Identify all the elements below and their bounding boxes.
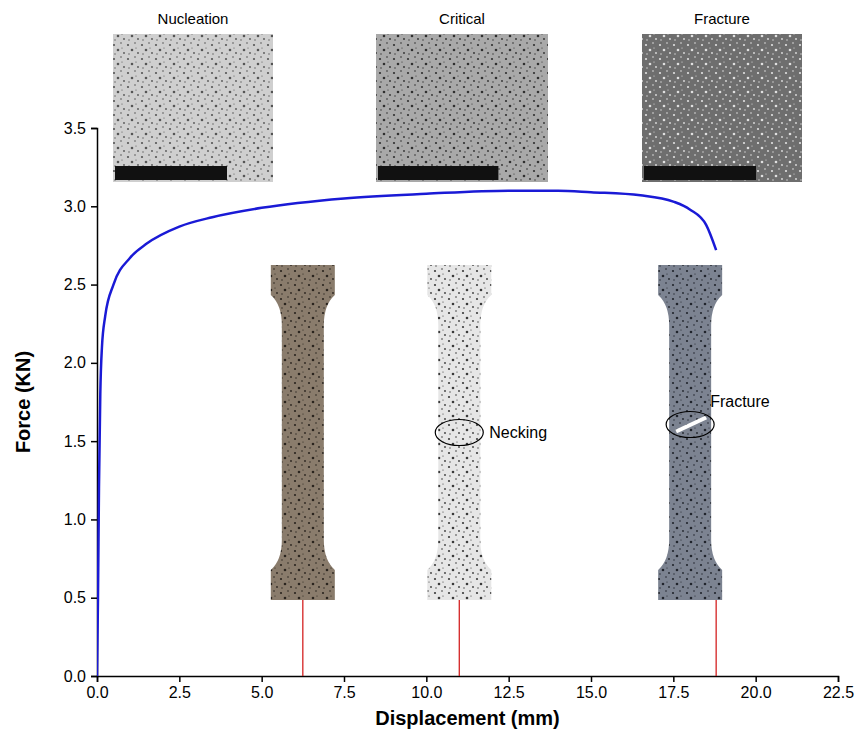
x-tick: 7.5	[333, 676, 355, 701]
x-axis-line	[98, 677, 839, 683]
stage-marker	[716, 600, 717, 676]
y-tick: 0.5	[64, 589, 97, 606]
specimen	[271, 265, 335, 600]
y-tick: 2.5	[64, 276, 97, 293]
y-tick: 2.0	[64, 354, 97, 371]
y-tick-label: 0.0	[64, 668, 86, 685]
x-tick-mark	[508, 676, 510, 682]
micrograph	[113, 34, 273, 182]
y-tick-mark	[91, 363, 97, 365]
x-tick-label: 10.0	[411, 684, 442, 701]
x-tick-mark	[673, 676, 675, 682]
x-tick: 20.0	[741, 676, 772, 701]
stage-title: Critical	[439, 10, 485, 27]
x-tick-mark	[179, 676, 181, 682]
y-tick: 1.0	[64, 511, 97, 528]
x-tick: 22.5	[823, 676, 854, 701]
y-axis-line	[91, 129, 98, 677]
x-tick-label: 2.5	[169, 684, 191, 701]
stage-marker	[459, 600, 460, 676]
y-tick: 1.5	[64, 433, 97, 450]
x-tick-mark	[261, 676, 263, 682]
x-tick-label: 5.0	[251, 684, 273, 701]
y-tick-mark	[91, 206, 97, 208]
micrograph	[642, 34, 802, 182]
y-tick: 0.0	[64, 668, 97, 685]
y-tick-mark	[91, 284, 97, 286]
y-tick-label: 2.0	[64, 354, 86, 371]
x-tick: 15.0	[576, 676, 607, 701]
y-tick-mark	[91, 676, 97, 678]
stage-annotation: Necking	[489, 424, 547, 441]
stage-annotation: Fracture	[710, 393, 770, 410]
x-tick-label: 7.5	[333, 684, 355, 701]
stage-marker	[302, 600, 303, 676]
plot: 0.02.55.07.510.012.515.017.520.022.50.00…	[64, 120, 854, 702]
chart: 0.02.55.07.510.012.515.017.520.022.50.00…	[0, 0, 862, 733]
x-tick-label: 12.5	[494, 684, 525, 701]
x-tick-label: 20.0	[741, 684, 772, 701]
y-tick-label: 0.5	[64, 589, 86, 606]
x-tick-label: 15.0	[576, 684, 607, 701]
x-tick: 12.5	[494, 676, 525, 701]
x-tick-mark	[591, 676, 593, 682]
y-tick-mark	[91, 597, 97, 599]
y-tick-label: 1.0	[64, 511, 86, 528]
highlight-ellipse	[666, 412, 714, 438]
y-tick: 3.0	[64, 198, 97, 215]
specimen	[427, 265, 491, 600]
x-tick-mark	[426, 676, 428, 682]
x-tick: 17.5	[658, 676, 689, 701]
force-curve	[97, 191, 716, 676]
x-tick-mark	[755, 676, 757, 682]
x-axis: 0.0 2.5 5.0 7.5 10.0 12.5 15.0 17.5 20.0 22.5	[86, 676, 854, 701]
stage-title: Nucleation	[158, 10, 229, 27]
x-tick-mark	[344, 676, 346, 682]
fracture-crack	[676, 418, 706, 432]
annotations: Necking Fracture	[271, 265, 770, 600]
x-axis-title: Displacement (mm)	[375, 707, 560, 729]
data-layer	[97, 191, 716, 676]
micrograph-scale-bar	[115, 166, 227, 180]
highlight-ellipse	[435, 420, 483, 446]
micrograph-scale-bar	[378, 166, 498, 180]
x-tick: 2.5	[169, 676, 191, 701]
y-tick-mark	[91, 441, 97, 443]
x-tick: 0.0	[86, 676, 108, 701]
y-tick: 3.5	[64, 120, 97, 137]
y-axis: 0.0 0.5 1.0 1.5 2.0 2.5 3.0 3.5	[64, 120, 98, 685]
micrograph-scale-bar	[644, 166, 756, 180]
x-tick: 10.0	[411, 676, 442, 701]
y-tick-label: 1.5	[64, 433, 86, 450]
y-tick-label: 3.5	[64, 120, 86, 137]
x-tick-label: 22.5	[823, 684, 854, 701]
x-tick-label: 17.5	[658, 684, 689, 701]
x-tick: 5.0	[251, 676, 273, 701]
y-tick-label: 3.0	[64, 198, 86, 215]
micrograph	[376, 34, 548, 182]
y-axis-title: Force (KN)	[12, 351, 34, 453]
y-tick-mark	[91, 519, 97, 521]
x-tick-label: 0.0	[86, 684, 108, 701]
specimen	[658, 265, 722, 600]
stage-title: Fracture	[694, 10, 750, 27]
x-tick-mark	[838, 676, 840, 682]
y-tick-label: 2.5	[64, 276, 86, 293]
y-tick-mark	[91, 128, 97, 130]
